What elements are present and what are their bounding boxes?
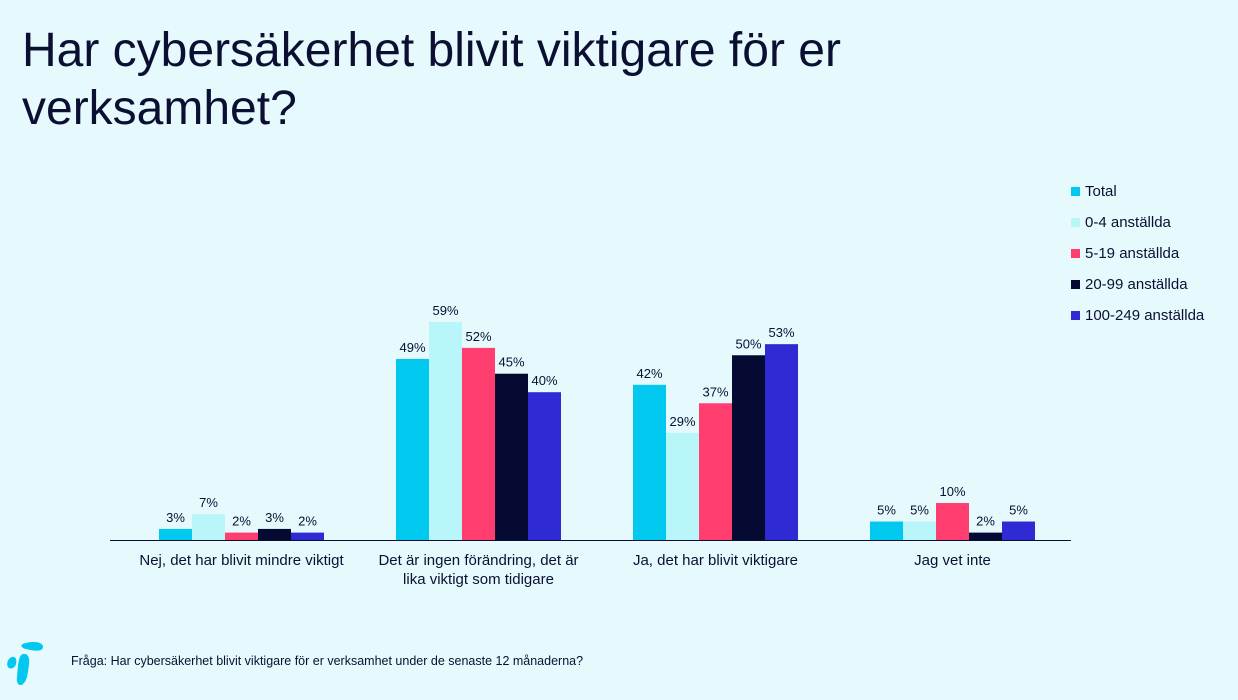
legend-item-20-99: 20-99 anställda bbox=[1071, 269, 1204, 300]
legend: Total 0-4 anställda 5-19 anställda 20-99… bbox=[1071, 176, 1204, 331]
value-label-4-0: 2% bbox=[298, 514, 317, 529]
bar-0-2 bbox=[633, 384, 666, 540]
value-label-4-3: 5% bbox=[1009, 503, 1028, 518]
page-title: Har cybersäkerhet blivit viktigare för e… bbox=[22, 24, 841, 135]
legend-label: 0-4 anställda bbox=[1085, 214, 1171, 231]
category-label-2: Ja, det har blivit viktigare bbox=[632, 552, 799, 569]
bar-4-0 bbox=[291, 532, 324, 540]
telia-pebble-logo-icon bbox=[7, 642, 43, 686]
bar-3-1 bbox=[495, 373, 528, 540]
legend-swatch bbox=[1071, 311, 1080, 320]
value-label-0-1: 49% bbox=[399, 340, 425, 355]
value-label-3-0: 3% bbox=[265, 510, 284, 525]
value-label-2-1: 52% bbox=[465, 329, 491, 344]
value-label-4-1: 40% bbox=[531, 373, 557, 388]
legend-label: 5-19 anställda bbox=[1085, 245, 1180, 262]
legend-swatch bbox=[1071, 218, 1080, 227]
bar-1-2 bbox=[666, 432, 699, 540]
value-label-0-2: 42% bbox=[636, 366, 662, 381]
value-label-1-2: 29% bbox=[669, 414, 695, 429]
value-label-1-3: 5% bbox=[910, 503, 929, 518]
legend-label: 20-99 anställda bbox=[1085, 276, 1188, 293]
value-label-2-2: 37% bbox=[702, 384, 728, 399]
legend-swatch bbox=[1071, 187, 1080, 196]
value-labels-group: 3% 49% 42% 5% 7% 59% 29% 5% 2% 52% 37% 10% 3% 45% 50% 2… bbox=[166, 303, 1028, 529]
bar-3-3 bbox=[969, 532, 1002, 540]
bar-2-2 bbox=[699, 403, 732, 540]
bar-2-1 bbox=[462, 347, 495, 540]
legend-item-total: Total bbox=[1071, 176, 1204, 207]
bars-group bbox=[159, 322, 1035, 540]
value-label-2-3: 10% bbox=[939, 484, 965, 499]
bar-4-3 bbox=[1002, 521, 1035, 540]
legend-label: 100-249 anställda bbox=[1085, 307, 1205, 324]
value-label-3-2: 50% bbox=[735, 336, 761, 351]
category-label-1: Det är ingen förändring, det är lika vik… bbox=[378, 552, 579, 588]
footnote: Fråga: Har cybersäkerhet blivit viktigar… bbox=[71, 654, 584, 668]
bar-0-3 bbox=[870, 521, 903, 540]
value-label-2-0: 2% bbox=[232, 514, 251, 529]
legend-item-100-249: 100-249 anställda bbox=[1071, 300, 1204, 331]
bar-0-0 bbox=[159, 528, 192, 540]
bar-1-0 bbox=[192, 514, 225, 540]
bar-1-1 bbox=[429, 322, 462, 540]
legend-item-5-19: 5-19 anställda bbox=[1071, 238, 1204, 269]
bar-4-1 bbox=[528, 392, 561, 540]
value-label-0-0: 3% bbox=[166, 510, 185, 525]
value-label-3-3: 2% bbox=[976, 514, 995, 529]
legend-label: Total bbox=[1085, 183, 1117, 200]
value-label-0-3: 5% bbox=[877, 503, 896, 518]
legend-swatch bbox=[1071, 280, 1080, 289]
value-label-1-1: 59% bbox=[432, 303, 458, 318]
value-label-4-2: 53% bbox=[768, 325, 794, 340]
bar-1-3 bbox=[903, 521, 936, 540]
value-label-1-0: 7% bbox=[199, 495, 218, 510]
bar-3-2 bbox=[732, 355, 765, 540]
category-label-0: Nej, det har blivit mindre viktigt bbox=[139, 552, 344, 569]
legend-swatch bbox=[1071, 249, 1080, 258]
legend-item-0-4: 0-4 anställda bbox=[1071, 207, 1204, 238]
bar-4-2 bbox=[765, 344, 798, 540]
bar-0-1 bbox=[396, 358, 429, 540]
bar-2-0 bbox=[225, 532, 258, 540]
value-label-3-1: 45% bbox=[498, 355, 524, 370]
bar-3-0 bbox=[258, 528, 291, 540]
bar-2-3 bbox=[936, 503, 969, 540]
category-label-3: Jag vet inte bbox=[914, 552, 991, 569]
